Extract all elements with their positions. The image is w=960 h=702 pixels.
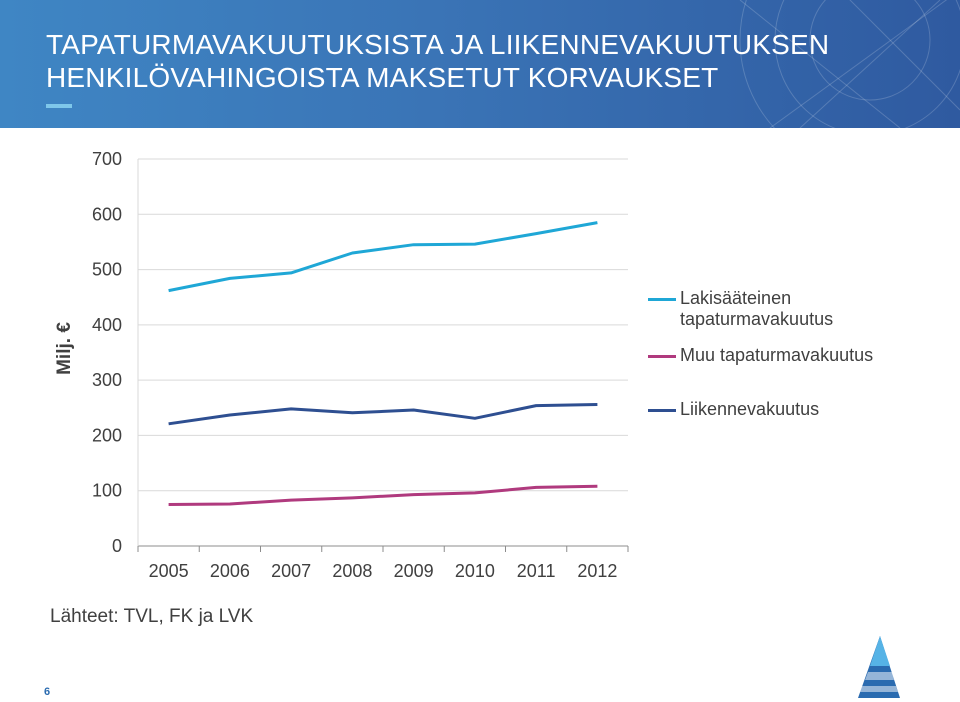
series-line-3 — [168, 403, 598, 426]
source-note: Lähteet: TVL, FK ja LVK — [50, 606, 254, 627]
x-tick-label: 2005 — [149, 561, 189, 581]
series-line-2 — [168, 484, 598, 506]
y-axis-label: Milj. € — [54, 322, 75, 375]
x-tick-label: 2012 — [577, 561, 617, 581]
y-tick-label: 600 — [92, 204, 122, 224]
chart-series — [168, 221, 598, 506]
x-tick-label: 2010 — [455, 561, 495, 581]
x-tick-label: 2007 — [271, 561, 311, 581]
page-number: 6 — [44, 686, 51, 698]
header-decoration — [739, 0, 960, 128]
x-axis-ticks: 2005 2006 2007 2008 2009 2010 2011 2012 — [137, 546, 629, 581]
y-tick-label: 0 — [112, 536, 122, 556]
y-tick-label: 700 — [92, 149, 122, 169]
title-line-1: TAPATURMAVAKUUTUKSISTA JA LIIKENNEVAKUUT… — [46, 29, 830, 60]
y-tick-label: 500 — [92, 260, 122, 280]
x-tick-label: 2011 — [517, 561, 556, 581]
legend-swatch — [648, 409, 676, 412]
y-tick-label: 100 — [92, 481, 122, 501]
legend-label: Muu tapaturmavakuutus — [680, 345, 874, 365]
series-line-1 — [168, 221, 598, 293]
x-tick-label: 2008 — [332, 561, 372, 581]
chart-grid — [137, 158, 628, 547]
title-line-2: HENKILÖVAHINGOISTA MAKSETUT KORVAUKSET — [46, 62, 719, 93]
page-title: TAPATURMAVAKUUTUKSISTA JA LIIKENNEVAKUUT… — [46, 28, 829, 94]
y-tick-label: 200 — [92, 425, 122, 445]
y-tick-label: 400 — [92, 315, 122, 335]
y-axis-ticks: 0 100 200 300 400 500 600 700 — [92, 149, 122, 556]
company-logo — [858, 636, 900, 698]
legend-label: Lakisääteinen tapaturmavakuutus — [680, 288, 834, 329]
legend-swatch — [648, 298, 676, 301]
legend-label: Liikennevakuutus — [680, 399, 820, 419]
legend-swatch — [648, 355, 676, 358]
x-tick-label: 2006 — [210, 561, 250, 581]
slide-header: TAPATURMAVAKUUTUKSISTA JA LIIKENNEVAKUUT… — [0, 0, 960, 128]
x-tick-label: 2009 — [394, 561, 434, 581]
title-underline — [46, 104, 72, 108]
y-tick-label: 300 — [92, 370, 122, 390]
